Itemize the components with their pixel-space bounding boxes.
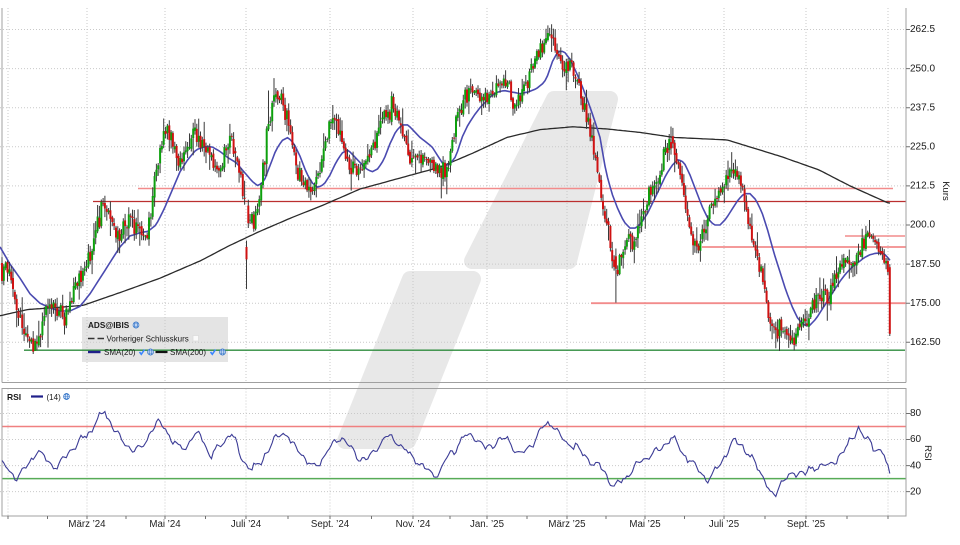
svg-text:Kurs: Kurs (940, 181, 951, 201)
svg-text:20: 20 (910, 486, 922, 497)
svg-text:Juli ’25: Juli ’25 (709, 519, 739, 530)
svg-text:ADS@IBIS: ADS@IBIS (88, 321, 130, 330)
svg-text:Mai ’24: Mai ’24 (149, 519, 181, 530)
svg-text:80: 80 (910, 408, 922, 419)
svg-text:RSI: RSI (7, 392, 21, 402)
svg-text:SMA(200): SMA(200) (170, 348, 206, 357)
svg-text:200.0: 200.0 (910, 220, 935, 231)
svg-text:Jan. ’25: Jan. ’25 (470, 519, 504, 530)
svg-text:Juli ’24: Juli ’24 (231, 519, 262, 530)
svg-text:237.5: 237.5 (910, 102, 935, 113)
svg-text:175.00: 175.00 (910, 298, 941, 309)
svg-text:262.5: 262.5 (910, 24, 935, 35)
svg-text:RSI: RSI (922, 445, 933, 461)
svg-text:März ’25: März ’25 (548, 519, 585, 530)
svg-text:Sept. ’24: Sept. ’24 (311, 519, 350, 530)
svg-text:250.0: 250.0 (910, 63, 935, 74)
svg-text:212.5: 212.5 (910, 181, 935, 192)
svg-text:187.50: 187.50 (910, 259, 941, 270)
svg-text:225.0: 225.0 (910, 142, 935, 153)
svg-text:60: 60 (910, 434, 922, 445)
svg-text:Vorheriger Schlusskurs: Vorheriger Schlusskurs (107, 335, 189, 344)
svg-text:162.50: 162.50 (910, 337, 941, 348)
svg-text:(14): (14) (47, 393, 62, 402)
svg-text:40: 40 (910, 460, 922, 471)
svg-text:Nov. ’24: Nov. ’24 (396, 519, 431, 530)
svg-text:SMA(20): SMA(20) (104, 348, 136, 357)
svg-text:März ’24: März ’24 (68, 519, 106, 530)
svg-text:Mai ’25: Mai ’25 (629, 519, 660, 530)
svg-text:Sept. ’25: Sept. ’25 (787, 519, 825, 530)
